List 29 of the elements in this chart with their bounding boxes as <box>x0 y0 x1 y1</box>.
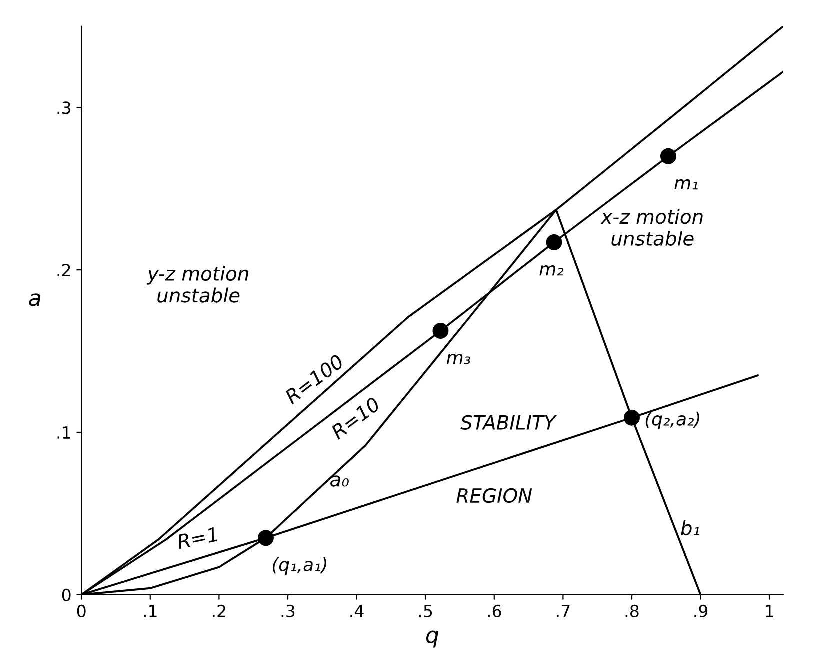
annotation: x-z motion unstable <box>600 209 703 246</box>
x-tick-label: .9 <box>694 604 708 618</box>
annotation: m₃ <box>446 354 471 364</box>
y-tick-label: .3 <box>58 102 71 114</box>
annotation: (q₁,a₁) <box>272 558 327 575</box>
annotation: REGION <box>456 488 532 504</box>
annotation: y-z motion unstable <box>146 266 248 303</box>
x-tick-label: .4 <box>350 605 364 618</box>
x-tick-label: .5 <box>419 605 432 618</box>
annotation: a₀ <box>330 476 349 487</box>
y-axis-title: a <box>29 294 40 306</box>
x-tick-label: 0 <box>77 604 86 618</box>
x-tick-label: .1 <box>144 605 157 618</box>
annotation: m₂ <box>540 266 564 276</box>
annotation: m₁ <box>674 179 698 190</box>
x-tick-label: .2 <box>213 604 226 618</box>
annotation: (q₂,a₂) <box>646 412 700 430</box>
annotation: STABILITY <box>460 415 557 430</box>
x-tick-label: .3 <box>282 604 295 618</box>
y-tick-label: 0 <box>62 588 71 602</box>
x-tick-label: .7 <box>557 605 570 618</box>
annotation: R=1 <box>176 527 218 550</box>
x-tick-label: 1 <box>766 605 774 618</box>
x-tick-label: .6 <box>488 604 502 618</box>
annotation: b₁ <box>681 520 700 536</box>
x-tick-label: .8 <box>626 604 639 618</box>
y-tick-label: .1 <box>58 426 70 439</box>
x-axis-title: q <box>426 630 439 648</box>
y-tick-label: .2 <box>58 264 70 276</box>
